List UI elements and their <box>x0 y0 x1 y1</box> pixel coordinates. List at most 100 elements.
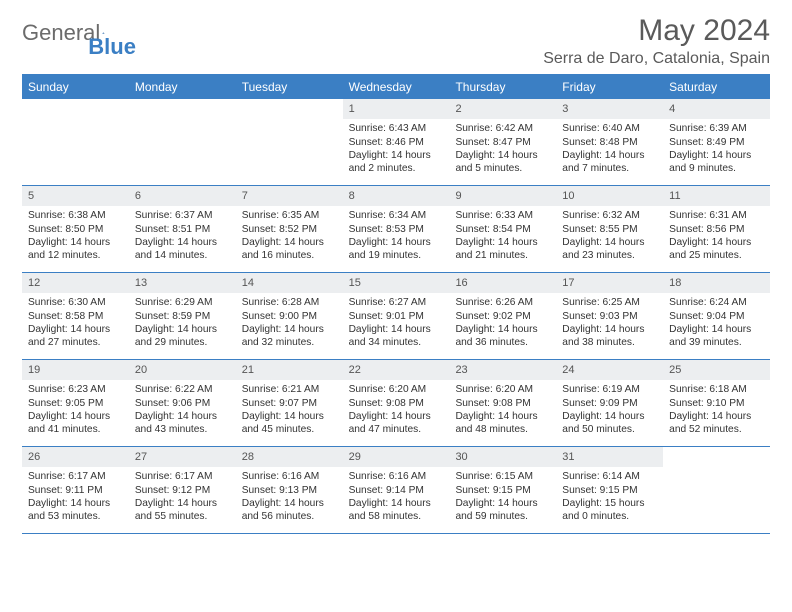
day-detail-line: Sunrise: 6:42 AM <box>455 122 550 135</box>
day-cell: 30Sunrise: 6:15 AMSunset: 9:15 PMDayligh… <box>449 447 556 533</box>
day-details <box>236 119 343 127</box>
day-cell: 29Sunrise: 6:16 AMSunset: 9:14 PMDayligh… <box>343 447 450 533</box>
day-details: Sunrise: 6:22 AMSunset: 9:06 PMDaylight:… <box>129 380 236 441</box>
day-detail-line: Daylight: 14 hours and 58 minutes. <box>349 497 444 524</box>
day-detail-line: Sunset: 8:48 PM <box>562 136 657 149</box>
day-number: 25 <box>663 360 770 380</box>
day-detail-line: Sunrise: 6:30 AM <box>28 296 123 309</box>
day-details <box>663 467 770 475</box>
weekday-header-row: Sunday Monday Tuesday Wednesday Thursday… <box>22 75 770 99</box>
day-cell: 11Sunrise: 6:31 AMSunset: 8:56 PMDayligh… <box>663 186 770 272</box>
day-detail-line: Sunrise: 6:37 AM <box>135 209 230 222</box>
day-detail-line: Daylight: 14 hours and 21 minutes. <box>455 236 550 263</box>
day-detail-line: Sunset: 9:15 PM <box>455 484 550 497</box>
day-detail-line: Daylight: 14 hours and 32 minutes. <box>242 323 337 350</box>
day-details: Sunrise: 6:34 AMSunset: 8:53 PMDaylight:… <box>343 206 450 267</box>
day-detail-line: Sunset: 8:51 PM <box>135 223 230 236</box>
day-detail-line: Sunset: 9:07 PM <box>242 397 337 410</box>
day-detail-line: Sunrise: 6:31 AM <box>669 209 764 222</box>
day-details: Sunrise: 6:37 AMSunset: 8:51 PMDaylight:… <box>129 206 236 267</box>
day-cell: 3Sunrise: 6:40 AMSunset: 8:48 PMDaylight… <box>556 99 663 185</box>
day-detail-line: Daylight: 14 hours and 55 minutes. <box>135 497 230 524</box>
day-number: 7 <box>236 186 343 206</box>
day-detail-line: Sunset: 9:15 PM <box>562 484 657 497</box>
day-details: Sunrise: 6:19 AMSunset: 9:09 PMDaylight:… <box>556 380 663 441</box>
day-details: Sunrise: 6:20 AMSunset: 9:08 PMDaylight:… <box>449 380 556 441</box>
day-detail-line: Sunset: 8:47 PM <box>455 136 550 149</box>
day-number: 19 <box>22 360 129 380</box>
day-details: Sunrise: 6:18 AMSunset: 9:10 PMDaylight:… <box>663 380 770 441</box>
day-details: Sunrise: 6:32 AMSunset: 8:55 PMDaylight:… <box>556 206 663 267</box>
day-details: Sunrise: 6:23 AMSunset: 9:05 PMDaylight:… <box>22 380 129 441</box>
day-number: 1 <box>343 99 450 119</box>
day-cell: 20Sunrise: 6:22 AMSunset: 9:06 PMDayligh… <box>129 360 236 446</box>
day-cell: 2Sunrise: 6:42 AMSunset: 8:47 PMDaylight… <box>449 99 556 185</box>
day-detail-line: Sunset: 9:08 PM <box>349 397 444 410</box>
day-cell: 16Sunrise: 6:26 AMSunset: 9:02 PMDayligh… <box>449 273 556 359</box>
day-detail-line: Daylight: 14 hours and 36 minutes. <box>455 323 550 350</box>
day-detail-line: Sunrise: 6:32 AM <box>562 209 657 222</box>
weekday-header: Friday <box>556 75 663 99</box>
day-number: 3 <box>556 99 663 119</box>
weekday-header: Saturday <box>663 75 770 99</box>
day-detail-line: Sunrise: 6:39 AM <box>669 122 764 135</box>
weekday-header: Wednesday <box>343 75 450 99</box>
day-detail-line: Sunset: 8:59 PM <box>135 310 230 323</box>
day-cell: 31Sunrise: 6:14 AMSunset: 9:15 PMDayligh… <box>556 447 663 533</box>
day-number: 12 <box>22 273 129 293</box>
day-detail-line: Daylight: 14 hours and 27 minutes. <box>28 323 123 350</box>
day-detail-line: Sunrise: 6:14 AM <box>562 470 657 483</box>
day-details: Sunrise: 6:26 AMSunset: 9:02 PMDaylight:… <box>449 293 556 354</box>
day-cell: 6Sunrise: 6:37 AMSunset: 8:51 PMDaylight… <box>129 186 236 272</box>
day-detail-line: Sunrise: 6:16 AM <box>349 470 444 483</box>
day-detail-line: Sunset: 9:13 PM <box>242 484 337 497</box>
day-cell: 23Sunrise: 6:20 AMSunset: 9:08 PMDayligh… <box>449 360 556 446</box>
day-number: 22 <box>343 360 450 380</box>
day-number: 26 <box>22 447 129 467</box>
day-detail-line: Sunrise: 6:25 AM <box>562 296 657 309</box>
day-cell: 28Sunrise: 6:16 AMSunset: 9:13 PMDayligh… <box>236 447 343 533</box>
day-details: Sunrise: 6:40 AMSunset: 8:48 PMDaylight:… <box>556 119 663 180</box>
day-detail-line: Daylight: 14 hours and 48 minutes. <box>455 410 550 437</box>
day-detail-line: Sunrise: 6:29 AM <box>135 296 230 309</box>
day-detail-line: Sunset: 8:53 PM <box>349 223 444 236</box>
calendar-grid: Sunday Monday Tuesday Wednesday Thursday… <box>22 74 770 534</box>
day-cell: 26Sunrise: 6:17 AMSunset: 9:11 PMDayligh… <box>22 447 129 533</box>
day-detail-line: Daylight: 14 hours and 45 minutes. <box>242 410 337 437</box>
day-detail-line: Daylight: 14 hours and 52 minutes. <box>669 410 764 437</box>
day-details: Sunrise: 6:38 AMSunset: 8:50 PMDaylight:… <box>22 206 129 267</box>
day-number <box>663 447 770 467</box>
day-cell: 24Sunrise: 6:19 AMSunset: 9:09 PMDayligh… <box>556 360 663 446</box>
day-details: Sunrise: 6:16 AMSunset: 9:13 PMDaylight:… <box>236 467 343 528</box>
day-number: 9 <box>449 186 556 206</box>
day-detail-line: Daylight: 14 hours and 5 minutes. <box>455 149 550 176</box>
weekday-header: Tuesday <box>236 75 343 99</box>
day-number: 30 <box>449 447 556 467</box>
day-number: 11 <box>663 186 770 206</box>
weeks-container: 1Sunrise: 6:43 AMSunset: 8:46 PMDaylight… <box>22 99 770 534</box>
day-details: Sunrise: 6:15 AMSunset: 9:15 PMDaylight:… <box>449 467 556 528</box>
day-details: Sunrise: 6:16 AMSunset: 9:14 PMDaylight:… <box>343 467 450 528</box>
day-cell: 10Sunrise: 6:32 AMSunset: 8:55 PMDayligh… <box>556 186 663 272</box>
day-detail-line: Sunrise: 6:40 AM <box>562 122 657 135</box>
day-details: Sunrise: 6:33 AMSunset: 8:54 PMDaylight:… <box>449 206 556 267</box>
day-cell <box>129 99 236 185</box>
day-number: 31 <box>556 447 663 467</box>
day-number: 5 <box>22 186 129 206</box>
day-number <box>236 99 343 119</box>
day-detail-line: Daylight: 14 hours and 19 minutes. <box>349 236 444 263</box>
day-cell: 22Sunrise: 6:20 AMSunset: 9:08 PMDayligh… <box>343 360 450 446</box>
day-detail-line: Sunset: 9:11 PM <box>28 484 123 497</box>
day-details: Sunrise: 6:21 AMSunset: 9:07 PMDaylight:… <box>236 380 343 441</box>
day-detail-line: Daylight: 14 hours and 39 minutes. <box>669 323 764 350</box>
day-number: 6 <box>129 186 236 206</box>
day-details: Sunrise: 6:17 AMSunset: 9:12 PMDaylight:… <box>129 467 236 528</box>
day-number: 20 <box>129 360 236 380</box>
day-number: 23 <box>449 360 556 380</box>
day-cell <box>663 447 770 533</box>
day-cell: 4Sunrise: 6:39 AMSunset: 8:49 PMDaylight… <box>663 99 770 185</box>
day-details: Sunrise: 6:24 AMSunset: 9:04 PMDaylight:… <box>663 293 770 354</box>
day-detail-line: Daylight: 14 hours and 16 minutes. <box>242 236 337 263</box>
day-detail-line: Sunset: 9:06 PM <box>135 397 230 410</box>
day-detail-line: Sunset: 9:05 PM <box>28 397 123 410</box>
